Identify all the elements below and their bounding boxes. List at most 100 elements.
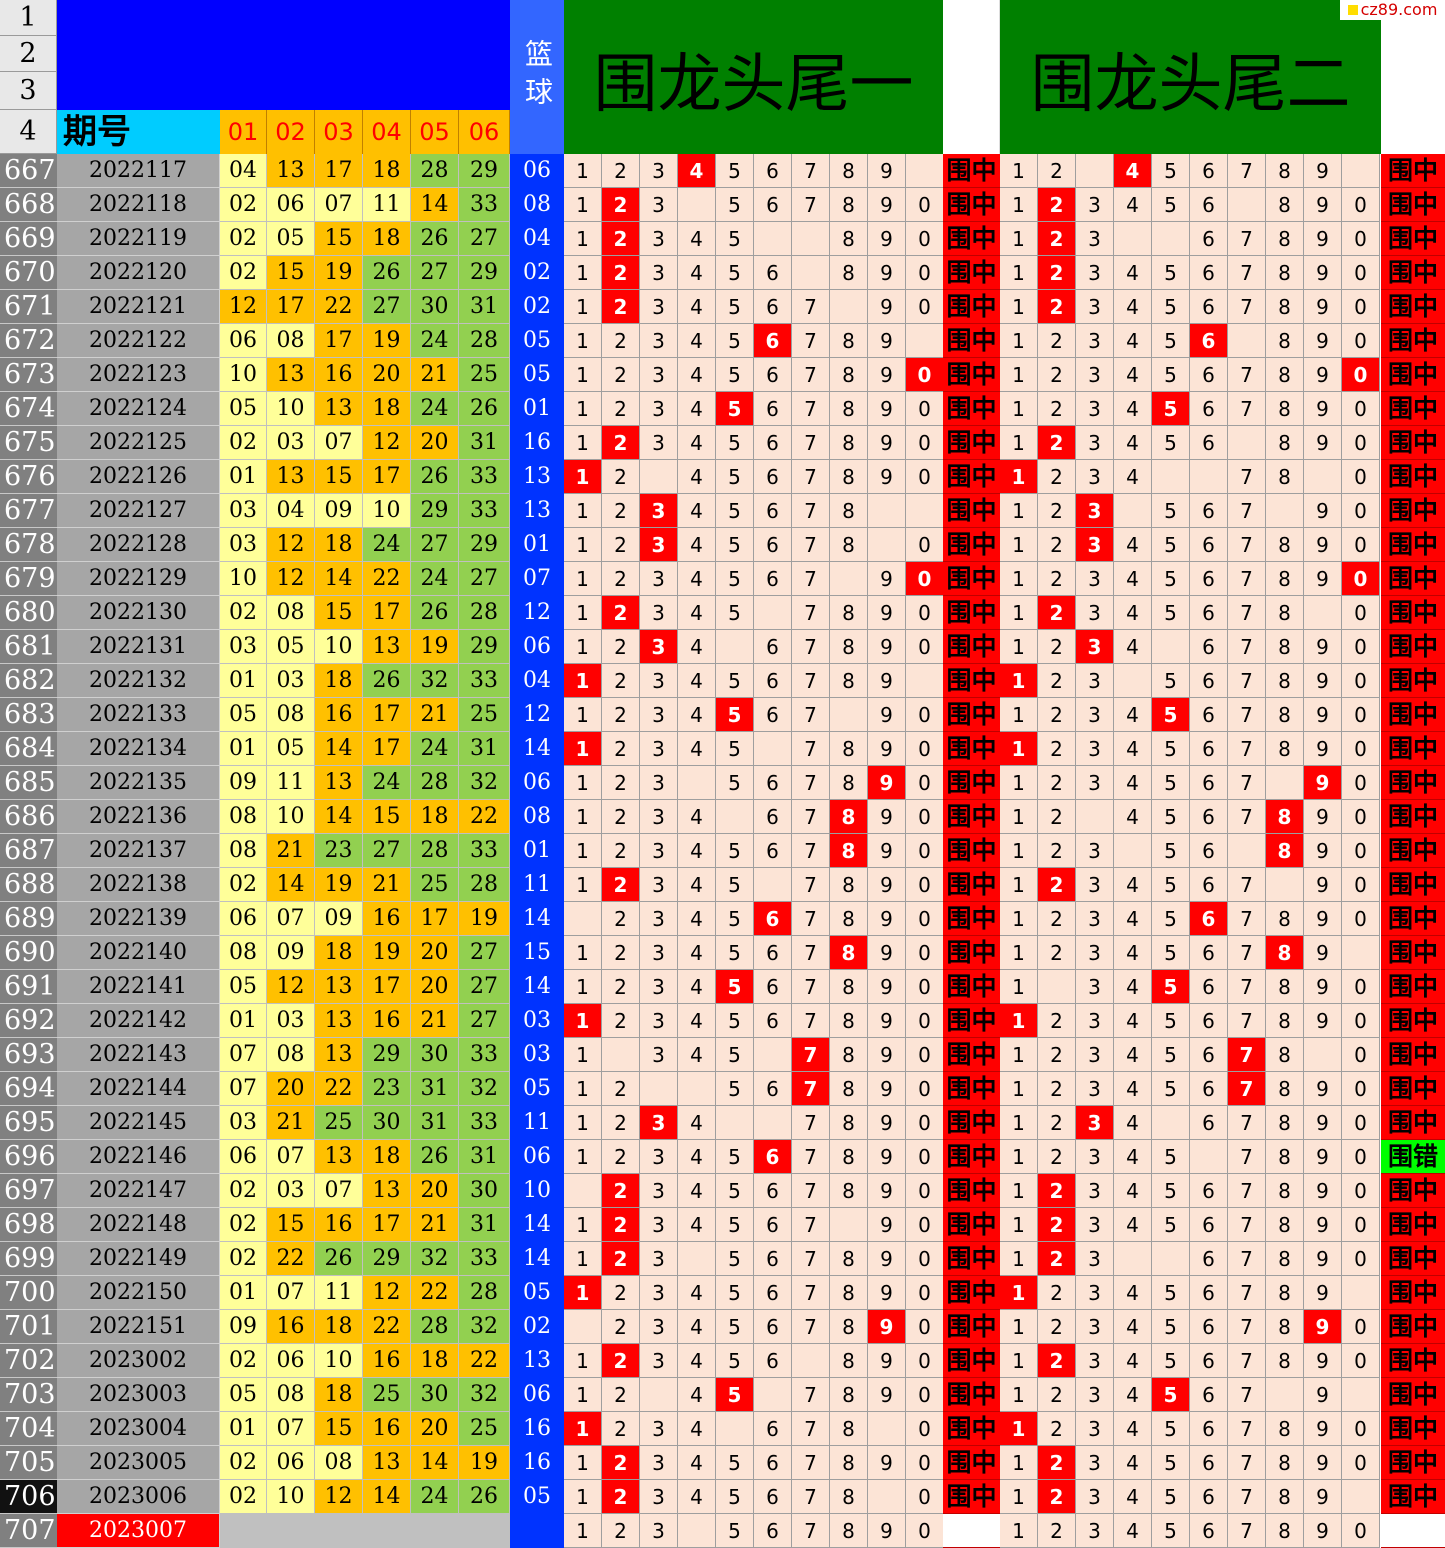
- number-cell[interactable]: 08: [267, 698, 315, 732]
- digit-cell[interactable]: 8: [1266, 1174, 1304, 1208]
- digit-cell[interactable]: 2: [1038, 1344, 1076, 1378]
- number-cell[interactable]: 25: [459, 698, 510, 732]
- period-cell[interactable]: 2022142: [57, 1004, 220, 1038]
- digit-cell[interactable]: 4: [678, 1446, 716, 1480]
- digit-cell[interactable]: 7: [1228, 392, 1266, 426]
- digit-cell[interactable]: 2: [1038, 800, 1076, 834]
- digit-cell[interactable]: 3: [640, 1514, 678, 1548]
- digit-cell[interactable]: 1: [564, 1276, 602, 1310]
- digit-cell[interactable]: 8: [1266, 1514, 1304, 1548]
- digit-cell[interactable]: 2: [1038, 528, 1076, 562]
- digit-cell[interactable]: 4: [678, 562, 716, 596]
- digit-cell[interactable]: 8: [1266, 154, 1304, 188]
- number-cell[interactable]: 07: [220, 1038, 267, 1072]
- number-cell[interactable]: 18: [315, 528, 363, 562]
- number-cell[interactable]: 20: [411, 936, 459, 970]
- digit-cell[interactable]: 8: [1266, 936, 1304, 970]
- number-cell[interactable]: 19: [363, 936, 411, 970]
- digit-cell[interactable]: 4: [678, 494, 716, 528]
- basketball-cell[interactable]: 14: [510, 732, 564, 766]
- digit-cell[interactable]: 8: [830, 732, 868, 766]
- digit-cell[interactable]: [1342, 1480, 1380, 1514]
- digit-cell[interactable]: 0: [906, 528, 944, 562]
- number-cell[interactable]: 29: [363, 1038, 411, 1072]
- digit-cell[interactable]: 2: [1038, 1038, 1076, 1072]
- result-two-cell[interactable]: 围中: [1381, 358, 1445, 392]
- number-cell[interactable]: 02: [220, 188, 267, 222]
- digit-cell[interactable]: 2: [602, 834, 640, 868]
- digit-cell[interactable]: 4: [1114, 188, 1152, 222]
- digit-cell[interactable]: 5: [1152, 324, 1190, 358]
- digit-cell[interactable]: 8: [830, 1242, 868, 1276]
- digit-cell[interactable]: [868, 494, 906, 528]
- digit-cell[interactable]: 6: [1190, 1412, 1228, 1446]
- digit-cell[interactable]: 9: [1304, 562, 1342, 596]
- row-header[interactable]: 695: [0, 1106, 57, 1140]
- digit-cell[interactable]: 6: [1190, 222, 1228, 256]
- period-cell[interactable]: 2022136: [57, 800, 220, 834]
- digit-cell[interactable]: 4: [1114, 1310, 1152, 1344]
- number-cell[interactable]: 21: [411, 698, 459, 732]
- digit-cell[interactable]: 5: [716, 868, 754, 902]
- digit-cell[interactable]: 6: [754, 188, 792, 222]
- digit-cell[interactable]: 7: [792, 494, 830, 528]
- number-cell[interactable]: 23: [315, 834, 363, 868]
- digit-cell[interactable]: 3: [1076, 1106, 1114, 1140]
- digit-cell[interactable]: 1: [564, 222, 602, 256]
- period-cell[interactable]: 2022144: [57, 1072, 220, 1106]
- digit-cell[interactable]: 4: [678, 732, 716, 766]
- digit-cell[interactable]: 3: [1076, 1140, 1114, 1174]
- digit-cell[interactable]: [1114, 494, 1152, 528]
- digit-cell[interactable]: 8: [1266, 528, 1304, 562]
- digit-cell[interactable]: 2: [602, 188, 640, 222]
- digit-cell[interactable]: 8: [1266, 256, 1304, 290]
- digit-cell[interactable]: 8: [830, 324, 868, 358]
- period-cell[interactable]: 2022129: [57, 562, 220, 596]
- digit-cell[interactable]: 4: [678, 902, 716, 936]
- digit-cell[interactable]: 7: [1228, 1446, 1266, 1480]
- digit-cell[interactable]: 1: [564, 256, 602, 290]
- digit-cell[interactable]: 7: [1228, 1004, 1266, 1038]
- digit-cell[interactable]: 7: [792, 154, 830, 188]
- digit-cell[interactable]: 1: [564, 324, 602, 358]
- digit-cell[interactable]: 7: [792, 596, 830, 630]
- digit-cell[interactable]: 2: [602, 1106, 640, 1140]
- digit-cell[interactable]: 0: [1342, 1208, 1380, 1242]
- digit-cell[interactable]: 1: [564, 290, 602, 324]
- number-cell[interactable]: 24: [363, 528, 411, 562]
- digit-cell[interactable]: 1: [1000, 562, 1038, 596]
- digit-cell[interactable]: 6: [754, 426, 792, 460]
- result-two-cell[interactable]: 围中: [1381, 800, 1445, 834]
- digit-cell[interactable]: 7: [1228, 766, 1266, 800]
- digit-cell[interactable]: 3: [640, 1446, 678, 1480]
- digit-cell[interactable]: 9: [1304, 1344, 1342, 1378]
- basketball-cell[interactable]: 04: [510, 222, 564, 256]
- number-cell[interactable]: 03: [267, 1004, 315, 1038]
- row-header[interactable]: 699: [0, 1242, 57, 1276]
- digit-cell[interactable]: 8: [830, 1310, 868, 1344]
- digit-cell[interactable]: 9: [868, 1072, 906, 1106]
- result-one-cell[interactable]: 围中: [943, 1310, 1000, 1344]
- number-cell[interactable]: 13: [315, 1004, 363, 1038]
- digit-cell[interactable]: 7: [792, 1242, 830, 1276]
- number-cell[interactable]: 21: [267, 1106, 315, 1140]
- number-cell[interactable]: 20: [411, 426, 459, 460]
- digit-cell[interactable]: 9: [1304, 1310, 1342, 1344]
- digit-cell[interactable]: 5: [716, 1140, 754, 1174]
- number-cell[interactable]: 32: [459, 1378, 510, 1412]
- digit-cell[interactable]: 2: [1038, 358, 1076, 392]
- digit-cell[interactable]: 7: [792, 732, 830, 766]
- basketball-cell[interactable]: 11: [510, 1106, 564, 1140]
- digit-cell[interactable]: 6: [1190, 698, 1228, 732]
- number-cell[interactable]: 19: [315, 256, 363, 290]
- basketball-cell[interactable]: 02: [510, 256, 564, 290]
- digit-cell[interactable]: 9: [868, 188, 906, 222]
- number-cell[interactable]: 02: [220, 596, 267, 630]
- number-cell[interactable]: 27: [459, 970, 510, 1004]
- number-cell[interactable]: 09: [315, 902, 363, 936]
- basketball-cell[interactable]: 16: [510, 1412, 564, 1446]
- digit-cell[interactable]: 8: [1266, 732, 1304, 766]
- digit-cell[interactable]: 9: [1304, 1378, 1342, 1412]
- digit-cell[interactable]: 3: [1076, 970, 1114, 1004]
- digit-cell[interactable]: 1: [1000, 1140, 1038, 1174]
